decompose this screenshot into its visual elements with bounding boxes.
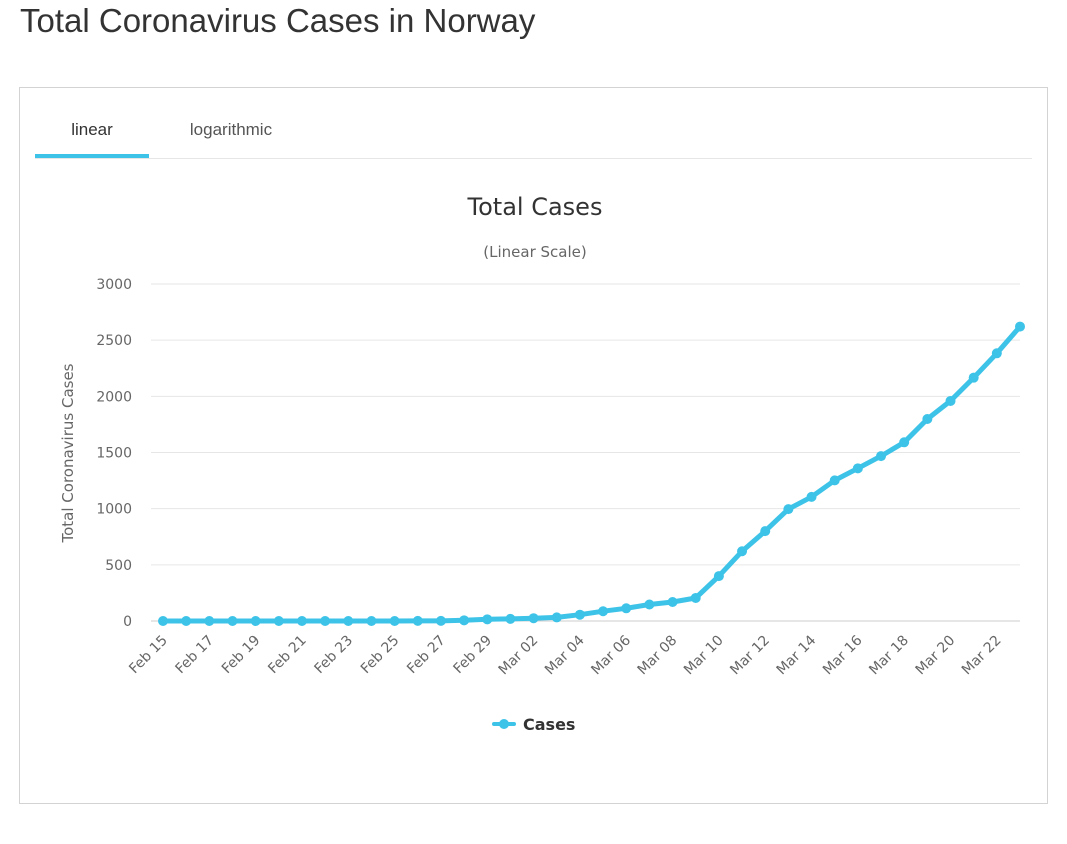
x-tick-label: Feb 19 — [219, 633, 264, 678]
x-tick-label: Mar 20 — [913, 633, 959, 679]
data-point[interactable] — [459, 615, 470, 626]
data-point[interactable] — [296, 616, 307, 626]
data-point[interactable] — [852, 463, 863, 474]
y-tick-label: 0 — [123, 614, 132, 630]
data-point[interactable] — [389, 616, 400, 626]
chart-subtitle: (Linear Scale) — [483, 243, 586, 261]
y-tick-label: 500 — [105, 558, 132, 574]
data-point[interactable] — [273, 616, 284, 626]
series-line-cases — [160, 324, 1023, 624]
y-tick-label: 1000 — [96, 502, 132, 518]
series-cases — [158, 321, 1025, 626]
y-tick-label: 1500 — [96, 446, 132, 462]
x-tick-label: Mar 14 — [774, 632, 820, 678]
data-point[interactable] — [227, 616, 238, 626]
data-point[interactable] — [876, 451, 887, 462]
data-point[interactable] — [667, 597, 678, 608]
x-tick-label: Mar 12 — [727, 633, 773, 679]
chart: Total Cases (Linear Scale) 0 500 1000 1500 2… — [59, 193, 1025, 734]
x-tick-label: Mar 06 — [588, 632, 634, 678]
data-point[interactable] — [713, 571, 724, 582]
data-point[interactable] — [783, 504, 794, 515]
x-tick-label: Feb 25 — [358, 633, 403, 678]
data-point[interactable] — [922, 414, 933, 425]
data-point[interactable] — [482, 614, 493, 625]
data-point[interactable] — [204, 616, 215, 626]
data-point[interactable] — [829, 475, 840, 486]
x-tick-label: Feb 27 — [404, 633, 449, 678]
y-axis-ticks: 0 500 1000 1500 2000 2500 3000 — [96, 277, 132, 630]
data-point[interactable] — [598, 606, 609, 617]
tab-logarithmic[interactable]: logarithmic — [189, 120, 273, 139]
chart-title: Total Cases — [467, 193, 603, 221]
data-point[interactable] — [320, 616, 331, 626]
legend-swatch-marker — [499, 719, 509, 729]
x-tick-label: Mar 22 — [959, 633, 1005, 679]
data-point[interactable] — [945, 395, 956, 406]
data-point[interactable] — [158, 616, 168, 626]
x-tick-label: Mar 02 — [496, 633, 542, 679]
data-point[interactable] — [737, 546, 748, 557]
data-point[interactable] — [760, 526, 771, 537]
x-tick-label: Feb 17 — [173, 633, 218, 678]
data-point[interactable] — [690, 592, 701, 603]
data-point[interactable] — [899, 437, 910, 448]
data-point[interactable] — [806, 491, 817, 502]
x-tick-label: Feb 29 — [451, 633, 496, 678]
data-point[interactable] — [412, 615, 423, 626]
x-tick-label: Mar 08 — [635, 633, 681, 679]
y-tick-label: 2500 — [96, 333, 132, 349]
scale-tabs: linear logarithmic — [35, 102, 1032, 159]
data-point[interactable] — [968, 372, 979, 383]
x-tick-label: Mar 04 — [542, 632, 588, 678]
data-point[interactable] — [343, 616, 354, 626]
data-point[interactable] — [435, 615, 446, 626]
data-point[interactable] — [644, 599, 655, 610]
legend-label-cases[interactable]: Cases — [523, 715, 575, 734]
data-point[interactable] — [574, 609, 585, 620]
data-point[interactable] — [621, 603, 632, 614]
x-tick-label: Feb 21 — [265, 633, 310, 678]
x-tick-label: Mar 16 — [820, 632, 866, 678]
data-point[interactable] — [528, 613, 539, 624]
y-tick-label: 2000 — [96, 389, 132, 405]
y-tick-label: 3000 — [96, 277, 132, 293]
data-point[interactable] — [1015, 321, 1025, 332]
x-axis-ticks: Feb 15 Feb 17 Feb 19 Feb 21 Feb 23 Feb 25 Feb … — [126, 632, 1004, 678]
data-point[interactable] — [505, 613, 516, 624]
x-tick-label: Mar 10 — [681, 633, 727, 679]
page-title: Total Coronavirus Cases in Norway — [20, 2, 536, 39]
data-point[interactable] — [181, 616, 192, 626]
tab-linear[interactable]: linear — [35, 102, 149, 158]
legend[interactable]: Cases — [492, 715, 575, 734]
x-tick-label: Feb 15 — [126, 633, 171, 678]
data-point[interactable] — [551, 612, 562, 623]
data-point[interactable] — [991, 348, 1002, 359]
y-axis-label: Total Coronavirus Cases — [59, 363, 77, 543]
data-point[interactable] — [366, 616, 377, 626]
x-tick-label: Feb 23 — [312, 633, 357, 678]
chart-panel: linear logarithmic Total Cases (Linear S… — [19, 87, 1048, 804]
x-tick-label: Mar 18 — [866, 633, 912, 679]
data-point[interactable] — [250, 616, 261, 626]
